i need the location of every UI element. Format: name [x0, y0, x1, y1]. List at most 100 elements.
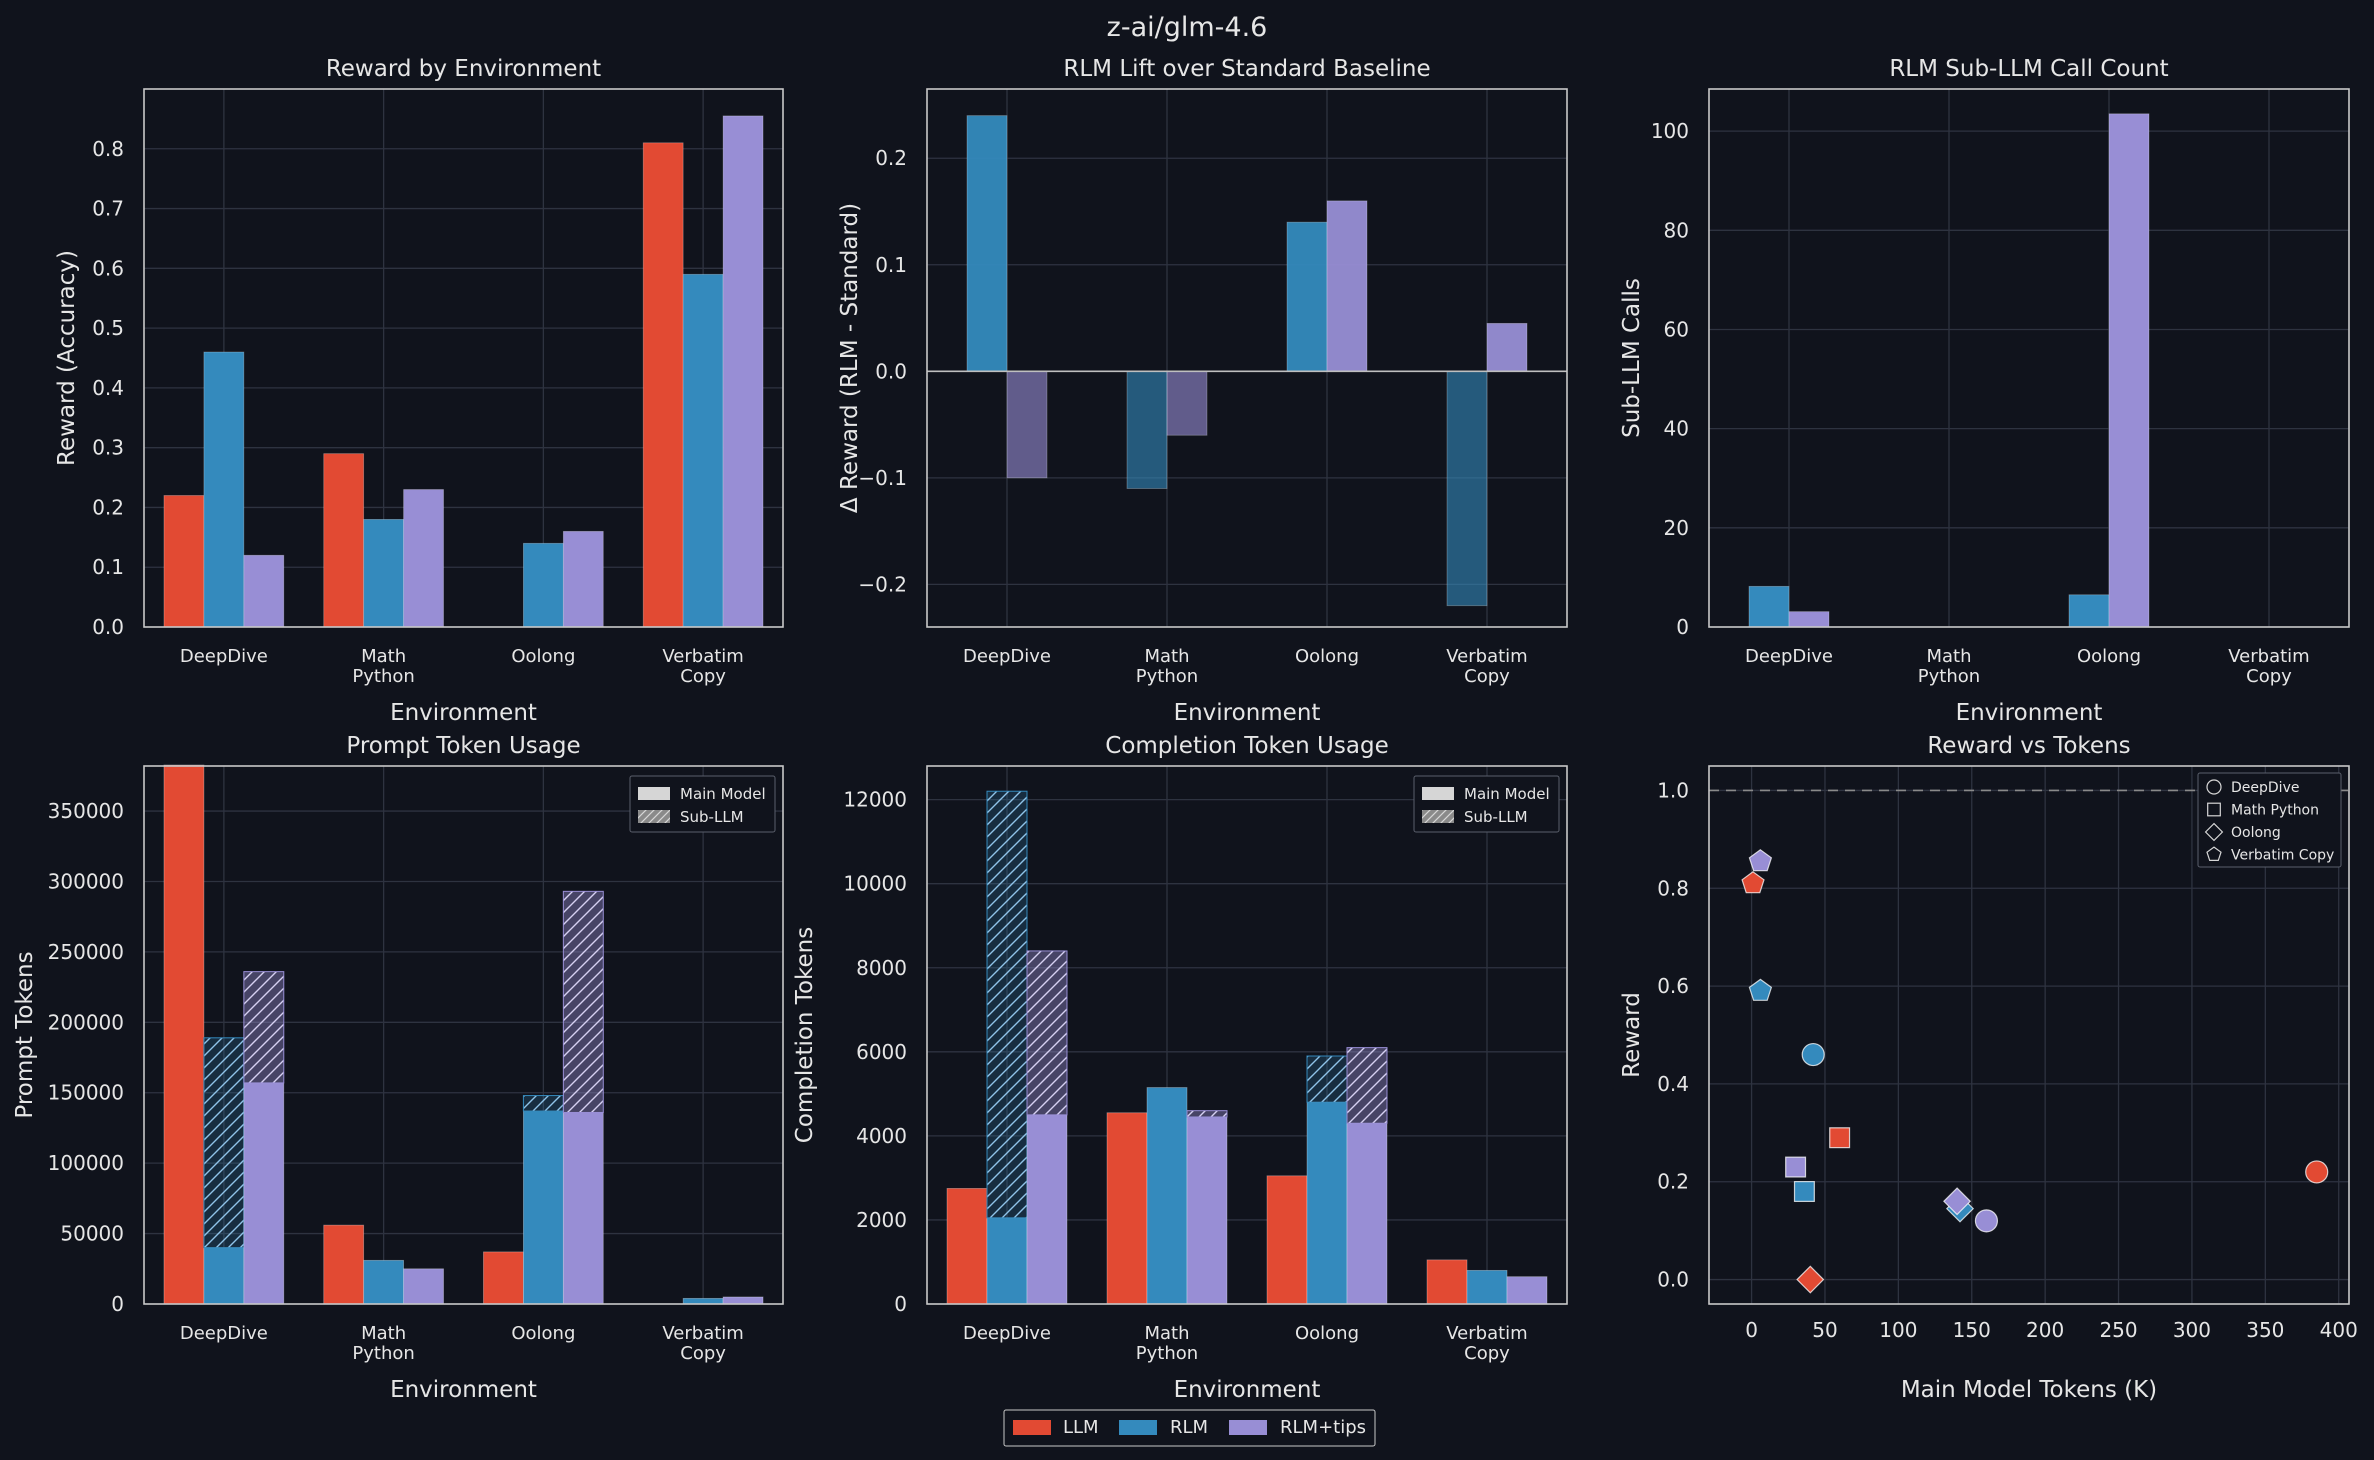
- legend-label-main-model: Main Model: [680, 785, 766, 803]
- y-tick-label: 0.6: [1657, 974, 1689, 998]
- point-rlm-verbatim-copy: [1748, 978, 1773, 1001]
- bar-llm-main-oolong: [483, 1251, 524, 1305]
- chart-title: RLM Lift over Standard Baseline: [1063, 56, 1430, 82]
- legend-label-oolong: Oolong: [2231, 825, 2281, 841]
- y-tick-label: 60: [1664, 317, 1689, 341]
- bar-rlm-tips-main-deepdive: [243, 1082, 285, 1305]
- x-tick-label: 300: [2173, 1318, 2211, 1342]
- point-llm-oolong: [1796, 1265, 1825, 1294]
- bar-rlm-sub-oolong: [522, 1095, 564, 1112]
- y-tick-label: 1.0: [1657, 778, 1689, 802]
- legend-label-verbatim-copy: Verbatim Copy: [2231, 848, 2334, 864]
- y-tick-label: 0.2: [1657, 1170, 1689, 1194]
- x-tick-label: Math Python: [352, 1323, 414, 1364]
- point-llm-verbatim-copy: [1741, 871, 1765, 894]
- y-axis-label: Reward (Accuracy): [54, 250, 80, 466]
- axes-frame: [926, 765, 1568, 1305]
- bar-llm-main-oolong: [1266, 1175, 1308, 1305]
- bar-rlm-tips-main-verbatim-copy: [722, 1296, 764, 1305]
- panel-sub-llm-calls: 0 20 40 60 80 100 RLM Sub-LLM Call Count Enviro…: [1619, 56, 2350, 726]
- legend-marker-oolong: [2204, 822, 2224, 842]
- bar-rlm-tips-sub-math-python: [1186, 1110, 1228, 1118]
- bar-rlm-math-python: [363, 519, 404, 628]
- x-tick-label: 50: [1812, 1318, 1837, 1342]
- y-tick-label: 0.1: [875, 253, 907, 277]
- legend-label-rlm-tips: RLM+tips: [1280, 1417, 1366, 1438]
- axes-frame: [1708, 88, 2350, 628]
- bar-rlm-sub-deepdive: [986, 790, 1028, 1219]
- bar-rlm-oolong: [2068, 594, 2110, 628]
- panel-reward-by-environment: 0.0 0.1 0.2 0.3 0.4 0.5 0.6 0.7 0.8 Reward by Env…: [54, 56, 784, 726]
- x-tick-label: Math Python: [352, 646, 414, 687]
- x-axis-label: Environment: [390, 700, 537, 726]
- x-axis-label: Environment: [1956, 700, 2103, 726]
- series-legend-frame: [1003, 1409, 1376, 1447]
- x-tick-label: DeepDive: [963, 1323, 1051, 1344]
- bar-llm-main-math-python: [1106, 1112, 1148, 1305]
- bar-llm-main-math-python: [323, 1224, 365, 1305]
- y-tick-label: 8000: [856, 956, 907, 980]
- bar-rlm-sub-deepdive: [203, 1037, 245, 1249]
- bar-llm-math-python: [323, 453, 365, 628]
- y-tick-label: 20: [1664, 516, 1689, 540]
- panel-rlm-lift: −0.2 −0.1 0.0 0.1 0.2 RLM Lift over Standard …: [837, 56, 1568, 726]
- legend-label-rlm: RLM: [1170, 1417, 1208, 1438]
- y-tick-label: 0.2: [92, 495, 124, 519]
- x-tick-label: Oolong: [511, 1323, 575, 1344]
- y-tick-label: 80: [1664, 218, 1689, 242]
- bar-llm-main-deepdive: [163, 764, 205, 1305]
- bar-rlm-main-math-python: [363, 1259, 404, 1305]
- bar-llm-main-deepdive: [946, 1188, 988, 1305]
- x-axis-label: Main Model Tokens (K): [1901, 1377, 2157, 1403]
- legend-swatch-llm: [1013, 1420, 1051, 1435]
- legend-swatch-sub-llm: [638, 810, 670, 823]
- x-axis-label: Environment: [390, 1377, 537, 1403]
- bar-rlm-tips-deepdive: [243, 554, 285, 628]
- bar-llm-verbatim-copy: [642, 142, 684, 628]
- bar-rlm-tips-main-oolong: [1346, 1122, 1388, 1305]
- bar-rlm-oolong: [1286, 221, 1328, 372]
- bar-rlm-sub-oolong: [1306, 1055, 1348, 1103]
- y-tick-label: 0.8: [1657, 876, 1689, 900]
- y-tick-label: 4000: [856, 1124, 907, 1148]
- bar-rlm-deepdive: [966, 115, 1008, 372]
- y-tick-label: 0.4: [1657, 1072, 1689, 1096]
- y-tick-label: −0.2: [858, 572, 907, 596]
- bar-llm-main-verbatim-copy: [1426, 1259, 1468, 1305]
- point-rlm-math-python: [1793, 1181, 1815, 1203]
- x-tick-label: Verbatim Copy: [662, 1323, 743, 1364]
- legend-marker-math-python: [2207, 802, 2221, 817]
- y-tick-label: 40: [1664, 417, 1689, 441]
- point-rlm-tips-deepdive: [1974, 1209, 1999, 1233]
- bar-rlm-tips-main-deepdive: [1026, 1114, 1068, 1305]
- x-tick-label: Oolong: [2077, 646, 2141, 667]
- bar-rlm-tips-main-verbatim-copy: [1506, 1276, 1548, 1305]
- x-tick-label: Verbatim Copy: [1446, 1323, 1527, 1364]
- bar-rlm-tips-verbatim-copy: [1486, 322, 1528, 372]
- x-tick-label: Verbatim Copy: [662, 646, 743, 687]
- y-tick-label: 0.7: [92, 197, 124, 221]
- point-rlm-deepdive: [1801, 1042, 1825, 1067]
- bar-rlm-tips-deepdive: [1006, 370, 1048, 479]
- y-tick-label: 2000: [856, 1208, 907, 1232]
- axes-frame: [143, 765, 784, 1305]
- x-tick-label: 200: [2026, 1318, 2064, 1342]
- x-tick-label: 0: [1745, 1318, 1758, 1342]
- point-rlm-tips-oolong: [1943, 1187, 1972, 1216]
- bar-rlm-main-oolong: [523, 1110, 564, 1305]
- x-tick-label: Oolong: [511, 646, 575, 667]
- axes-frame: [1708, 765, 2350, 1305]
- y-tick-label: 0.0: [92, 615, 124, 639]
- legend-label-llm: LLM: [1063, 1417, 1099, 1438]
- y-tick-label: 0.3: [92, 436, 124, 460]
- axes-frame: [143, 88, 784, 628]
- bar-rlm-math-python: [1126, 370, 1168, 489]
- chart-title: RLM Sub-LLM Call Count: [1889, 56, 2168, 82]
- x-tick-label: DeepDive: [180, 1323, 268, 1344]
- bar-rlm-main-deepdive: [203, 1247, 245, 1305]
- legend-marker-verbatim-copy: [2206, 846, 2222, 862]
- marker-legend-frame: [2197, 772, 2342, 868]
- legend-swatch-main-model: [638, 787, 670, 800]
- y-tick-label: 10000: [843, 872, 907, 896]
